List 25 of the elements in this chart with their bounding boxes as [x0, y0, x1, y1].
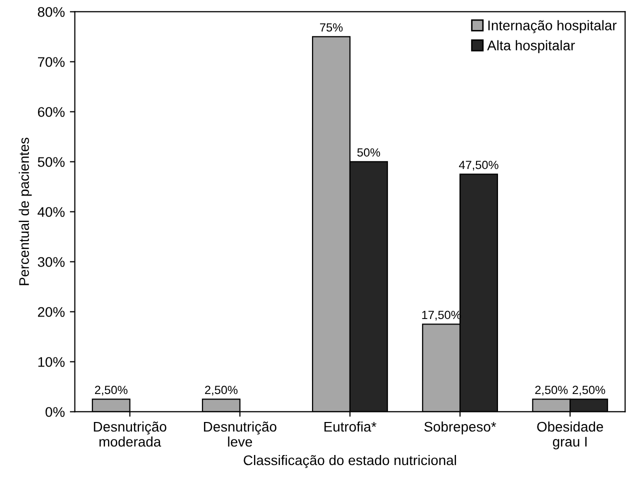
y-tick-label: 50%	[38, 157, 65, 167]
y-tick-label: 40%	[38, 207, 65, 217]
y-tick-label: 70%	[38, 57, 65, 67]
y-tick-label: 80%	[38, 7, 65, 17]
y-tick-label: 20%	[38, 307, 65, 317]
data-label: 2,50%	[572, 386, 606, 396]
x-tick-label: Desnutrição moderada	[94, 421, 166, 447]
legend-label: Internação hospitalar	[488, 20, 617, 34]
y-tick-label: 30%	[38, 257, 65, 267]
x-tick-label: Desnutrição leve	[204, 421, 276, 447]
data-label: 2,50%	[94, 386, 128, 396]
x-tick-label: Eutrofia*	[324, 421, 376, 432]
y-tick-label: 10%	[38, 357, 65, 367]
data-label: 75%	[320, 23, 343, 32]
data-label: 2,50%	[535, 386, 568, 396]
x-axis-title: Classificação do estado nutricional	[244, 454, 456, 468]
y-tick-label: 60%	[38, 107, 65, 117]
data-label: 2,50%	[205, 386, 238, 396]
y-tick-label: 0%	[46, 407, 65, 417]
data-label: 50%	[357, 148, 380, 157]
x-tick-label: Obesidade grau I	[537, 421, 604, 450]
x-tick-label: Sobrepeso*	[424, 421, 496, 434]
y-axis-title: Percentual de pacientes	[18, 138, 32, 286]
legend-label: Alta hospitalar	[487, 40, 575, 54]
data-label: 47,50%	[458, 160, 498, 171]
